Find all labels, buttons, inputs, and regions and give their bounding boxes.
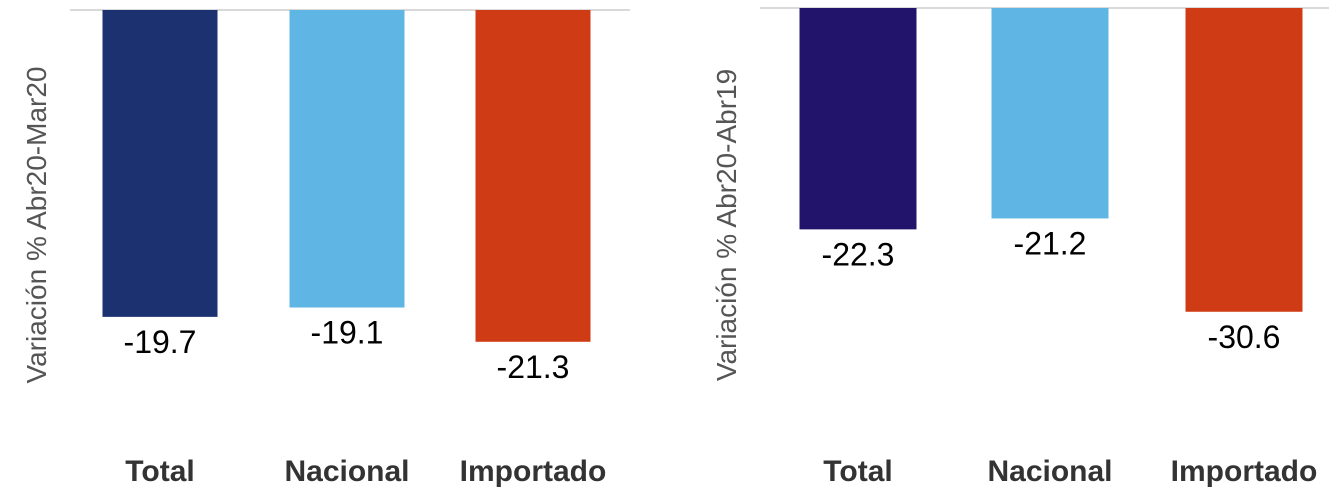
bars-right: -22.3 Total -21.2 Nacional -30.6 Importado: [799, 8, 1318, 488]
bar-importado: [475, 10, 591, 342]
x-tick-label-nacional: Nacional: [987, 455, 1112, 488]
y-axis-label-left: Variación % Abr20-Mar20: [21, 67, 52, 384]
bar-nacional: [991, 8, 1109, 219]
bar-importado: [1185, 8, 1303, 312]
bar-nacional: [289, 10, 405, 308]
x-tick-label-importado: Importado: [460, 455, 607, 488]
chart-right: Variación % Abr20-Abr19 -22.3 Total -21.2 N…: [711, 7, 1329, 488]
x-tick-label-nacional: Nacional: [284, 455, 409, 488]
chart-left: Variación % Abr20-Mar20 -19.7 Total -19.1 N…: [21, 9, 630, 488]
data-label-nacional: -21.2: [1014, 225, 1087, 261]
bars-left: -19.7 Total -19.1 Nacional -21.3 Importado: [102, 10, 607, 488]
data-label-nacional: -19.1: [311, 315, 384, 351]
data-label-importado: -21.3: [497, 349, 570, 385]
data-label-total: -22.3: [822, 236, 895, 272]
bar-total: [102, 10, 218, 317]
data-label-total: -19.7: [124, 324, 197, 360]
data-label-importado: -30.6: [1208, 319, 1281, 355]
x-tick-label-importado: Importado: [1171, 455, 1318, 488]
y-axis-label-right: Variación % Abr20-Abr19: [711, 69, 742, 381]
x-tick-label-total: Total: [823, 455, 892, 488]
bar-total: [799, 8, 917, 230]
x-tick-label-total: Total: [125, 455, 194, 488]
